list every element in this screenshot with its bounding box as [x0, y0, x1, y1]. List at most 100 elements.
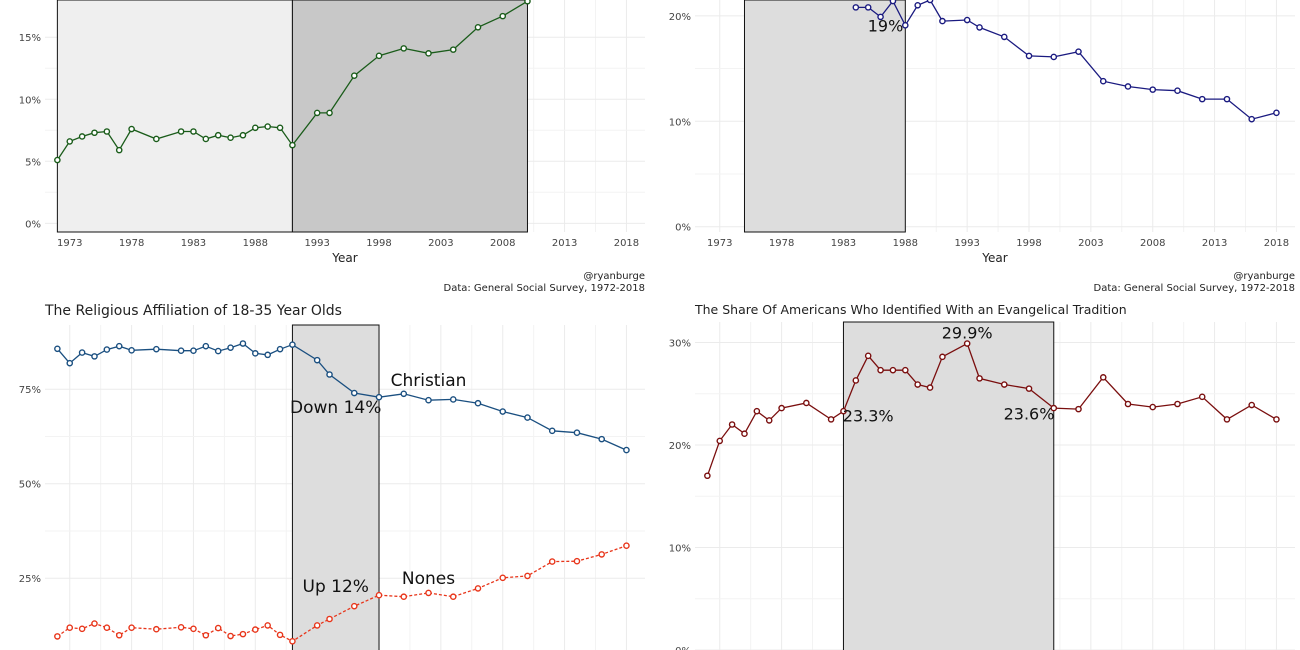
data-point	[115, 342, 123, 350]
annotation-label: 23.3%	[843, 406, 894, 425]
series-line	[56, 0, 528, 161]
data-point	[326, 371, 333, 378]
data-point	[741, 430, 748, 438]
data-point	[66, 624, 74, 632]
data-point	[239, 630, 247, 638]
panel-top-right: 0% 10% 20% 1973 1978 1983 1988 1993 1998 2003 2008…	[669, 0, 1295, 294]
data-point	[54, 156, 61, 164]
data-point	[623, 446, 630, 454]
data-point	[400, 390, 408, 398]
data-point	[889, 366, 897, 374]
data-point	[803, 399, 810, 407]
data-point	[276, 631, 284, 639]
x-tick-label: 2003	[428, 238, 453, 249]
data-point	[753, 407, 761, 415]
data-point	[1000, 33, 1008, 41]
data-point	[976, 375, 983, 382]
data-point	[252, 124, 259, 132]
x-tick-label: 2018	[614, 238, 639, 249]
data-point	[128, 624, 135, 632]
data-point	[202, 135, 210, 143]
chart-title: The Religious Affiliation of 18-35 Year …	[44, 303, 342, 319]
data-point	[227, 134, 234, 142]
x-tick-label: 1978	[119, 238, 144, 249]
annotation-label: 19%	[868, 17, 904, 36]
data-point	[1273, 416, 1280, 423]
y-tick-label: 75%	[19, 385, 41, 396]
data-point	[499, 408, 507, 415]
data-point	[66, 359, 74, 367]
data-point	[939, 353, 946, 361]
data-point	[375, 52, 383, 60]
data-point	[313, 356, 321, 364]
data-point	[326, 109, 333, 117]
data-point	[864, 4, 872, 11]
data-point	[400, 45, 408, 52]
data-point	[326, 615, 333, 623]
data-point	[1198, 393, 1206, 401]
shaded-period	[842, 321, 1055, 650]
data-point	[115, 146, 123, 154]
data-point	[864, 352, 872, 360]
data-point	[375, 591, 383, 599]
data-point	[852, 4, 860, 11]
x-tick-label: 1973	[57, 238, 82, 249]
data-point	[1248, 115, 1256, 123]
data-point	[1223, 95, 1231, 103]
annotation-label: 23.6%	[1004, 404, 1055, 423]
y-tick-label: 15%	[19, 33, 41, 44]
data-point	[153, 135, 160, 143]
data-point	[252, 350, 259, 357]
x-axis-label: Year	[331, 251, 357, 265]
annotation-label: Up 12%	[303, 577, 369, 597]
y-tick-label: 25%	[19, 574, 41, 585]
annotation-label: Christian	[391, 371, 467, 391]
x-tick-label: 2008	[490, 238, 515, 249]
data-point	[914, 381, 921, 388]
y-tick-label: 0%	[25, 219, 41, 230]
data-point	[877, 13, 884, 21]
data-point	[474, 585, 482, 592]
data-point	[1198, 95, 1206, 103]
data-point	[548, 427, 556, 435]
data-point	[289, 341, 296, 348]
y-tick-label: 10%	[19, 95, 41, 106]
x-tick-label: 2008	[1140, 238, 1165, 249]
data-point	[902, 22, 909, 29]
x-tick-label: 2003	[1078, 238, 1103, 249]
x-tick-label: 1988	[243, 238, 268, 249]
x-tick-label: 2013	[1202, 238, 1227, 249]
data-point	[474, 399, 482, 407]
annotation-label: Down 14%	[290, 398, 381, 418]
data-point	[350, 602, 358, 610]
data-point	[1223, 416, 1231, 423]
y-tick-label: 10%	[669, 544, 691, 555]
data-point	[623, 542, 630, 549]
data-point	[499, 574, 507, 582]
data-point	[704, 472, 711, 480]
data-point	[1099, 77, 1107, 85]
data-point	[524, 572, 531, 580]
chart-title: The Share Of Americans Who Identified Wi…	[694, 302, 1127, 317]
data-point	[1174, 400, 1181, 408]
data-point	[214, 624, 222, 632]
data-point	[425, 396, 432, 404]
data-point	[227, 344, 234, 351]
data-point	[573, 557, 581, 565]
data-point	[1149, 86, 1157, 93]
data-point	[926, 384, 934, 391]
x-tick-label: 1998	[366, 238, 391, 249]
data-point	[474, 23, 482, 31]
data-point	[449, 46, 457, 53]
data-point	[153, 345, 160, 353]
data-point	[1000, 381, 1008, 388]
data-point	[1075, 405, 1082, 413]
credit-source: Data: General Social Survey, 1972-2018	[1094, 283, 1296, 294]
data-point	[153, 625, 160, 633]
data-point	[103, 128, 111, 135]
x-tick-label: 1988	[893, 238, 918, 249]
data-point	[1273, 109, 1280, 117]
data-point	[963, 340, 971, 347]
data-point	[902, 366, 909, 374]
panel-top-left: 0% 5% 10% 15% 1973 1978 1983 1988 1993 1998 2003 20…	[19, 0, 645, 294]
